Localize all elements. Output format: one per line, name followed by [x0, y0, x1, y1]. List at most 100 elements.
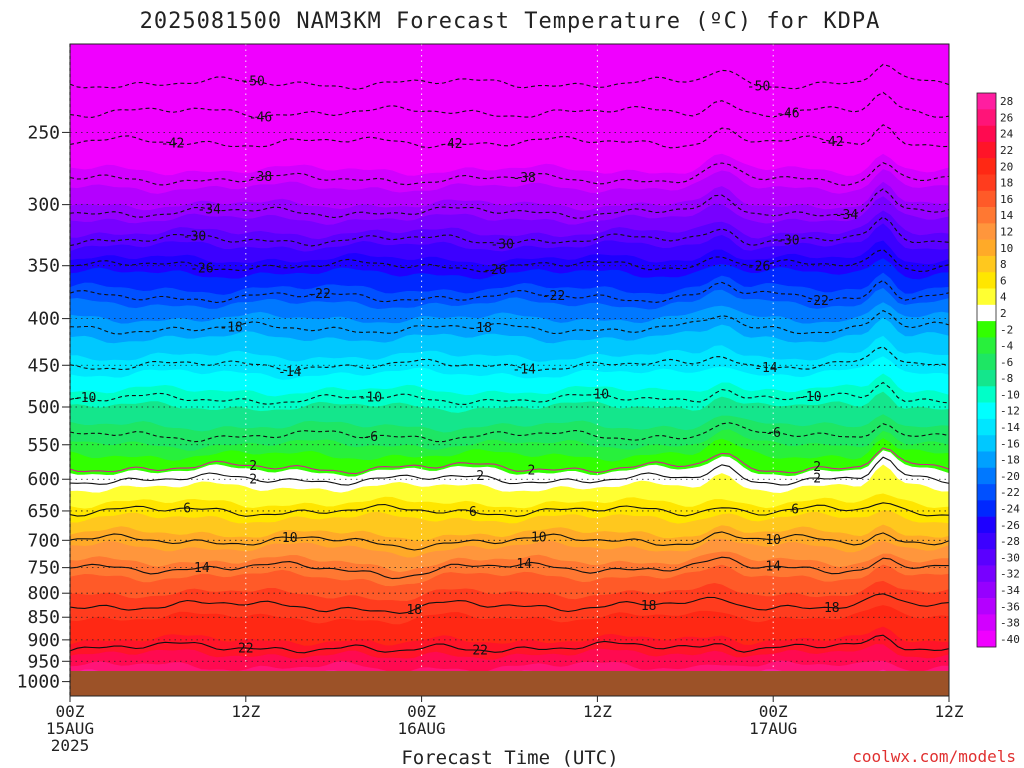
isotherm-line: [70, 447, 949, 475]
colorbar-swatch: [977, 93, 996, 110]
colorbar-swatch: [977, 207, 996, 224]
colorbar-swatch: [977, 402, 996, 420]
colorbar-swatch: [977, 484, 996, 501]
colorbar-label: -26: [1000, 519, 1020, 532]
colorbar-label: -4: [1000, 340, 1014, 353]
credit-link[interactable]: coolwx.com/models: [852, 747, 1016, 766]
isotherm-line: [70, 279, 949, 304]
colorbar-label: -38: [1000, 617, 1020, 630]
isotherm-label: 18: [641, 599, 657, 614]
y-tick-label: 900: [27, 630, 60, 651]
x-tick-label: 00Z: [56, 702, 85, 721]
isotherm-line: [70, 346, 949, 372]
colorbar-swatch: [977, 304, 996, 322]
isotherm-label: 14: [765, 560, 781, 575]
x-tick-label: 2025: [51, 736, 90, 755]
isotherm-line: [70, 531, 949, 551]
isotherm-label: -6: [362, 430, 378, 445]
colorbar-label: 2: [1000, 307, 1007, 320]
colorbar-label: -8: [1000, 372, 1013, 385]
isotherm-label: 10: [765, 533, 781, 548]
colorbar-label: -24: [1000, 503, 1020, 516]
isotherm-label: -14: [512, 363, 536, 378]
isotherm-contours: [70, 63, 949, 654]
isotherm-label: 2: [528, 463, 536, 478]
colorbar-label: 6: [1000, 274, 1007, 287]
isotherm-label: -14: [754, 361, 778, 376]
colorbar-label: 24: [1000, 128, 1014, 141]
y-tick-label: 350: [27, 256, 60, 277]
colorbar-label: -12: [1000, 405, 1020, 418]
colorbar-label: -30: [1000, 551, 1020, 564]
colorbar-swatch: [977, 581, 996, 599]
isotherm-label: 10: [531, 530, 547, 545]
isotherm-label: -42: [161, 136, 184, 151]
colorbar-swatch: [977, 418, 996, 436]
isotherm-label: -6: [765, 426, 781, 441]
colorbar-swatch: [977, 451, 996, 469]
isotherm-label: 2: [813, 460, 821, 475]
isotherm-label: -30: [490, 237, 513, 252]
ground-below-surface: [70, 671, 949, 696]
isotherm-label: -10: [586, 388, 609, 403]
colorbar-swatch: [977, 630, 996, 648]
isotherm-line: [70, 422, 949, 443]
colorbar-swatch: [977, 353, 996, 371]
isotherm-label: -10: [798, 390, 821, 405]
x-tick-label: 16AUG: [398, 719, 446, 738]
colorbar-swatch: [977, 272, 996, 289]
isotherm-label: 10: [282, 531, 298, 546]
colorbar-swatch: [977, 565, 996, 583]
isotherm-label: 2: [813, 472, 821, 487]
isotherm-label: 6: [183, 501, 191, 516]
colorbar-label: -6: [1000, 356, 1013, 369]
isotherm-label: -34: [197, 203, 221, 218]
colorbar-label: 16: [1000, 193, 1013, 206]
chart-title: 2025081500 NAM3KM Forecast Temperature (…: [140, 9, 881, 34]
colorbar-label: 22: [1000, 144, 1013, 157]
isotherm-line: [70, 593, 949, 614]
x-tick-label: 17AUG: [749, 719, 797, 738]
colorbar-swatch: [977, 386, 996, 403]
isotherm-label: -46: [776, 106, 799, 121]
colorbar-swatch: [977, 288, 996, 306]
isotherm-line: [70, 381, 949, 405]
colorbar-swatch: [977, 516, 996, 534]
isotherm-label: -10: [359, 391, 382, 406]
y-tick-label: 650: [27, 501, 60, 522]
colorbar-swatch: [977, 174, 996, 192]
colorbar-swatch: [977, 109, 996, 126]
y-tick-label: 600: [27, 469, 60, 490]
x-tick-label: 12Z: [583, 702, 612, 721]
isotherm-label: -50: [747, 80, 770, 95]
colorbar-label: -2: [1000, 323, 1013, 336]
isotherm-label: 2: [476, 469, 484, 484]
isotherm-label: 22: [238, 641, 254, 656]
colorbar-label: -36: [1000, 600, 1020, 613]
isotherm-line: [70, 91, 949, 118]
colorbar-swatch: [977, 125, 996, 143]
colorbar-frame: [976, 92, 997, 648]
isotherm-label: -30: [776, 234, 799, 249]
isotherm-line: [70, 634, 949, 654]
isotherm-line: [70, 309, 949, 335]
isotherm-label: -30: [183, 229, 206, 244]
isotherm-label: 22: [472, 644, 488, 659]
isotherm-label: -18: [219, 320, 242, 335]
y-tick-label: 1000: [17, 672, 60, 693]
isotherm-label: 18: [824, 601, 840, 616]
isotherm-label: -14: [278, 365, 302, 380]
isotherm-label: 14: [194, 561, 210, 576]
colorbar-label: 18: [1000, 177, 1013, 190]
y-tick-label: 950: [27, 651, 60, 672]
y-tick-label: 450: [27, 355, 60, 376]
isotherm-label: -18: [468, 321, 491, 336]
isotherm-label: -26: [747, 259, 770, 274]
y-tick-label: 850: [27, 607, 60, 628]
colorbar-swatch: [977, 239, 996, 257]
x-tick-label: 15AUG: [46, 719, 94, 738]
colorbar-label: -40: [1000, 633, 1020, 646]
isotherm-label: -22: [805, 294, 828, 309]
colorbar-label: -16: [1000, 437, 1020, 450]
x-tick-label: 12Z: [935, 702, 964, 721]
